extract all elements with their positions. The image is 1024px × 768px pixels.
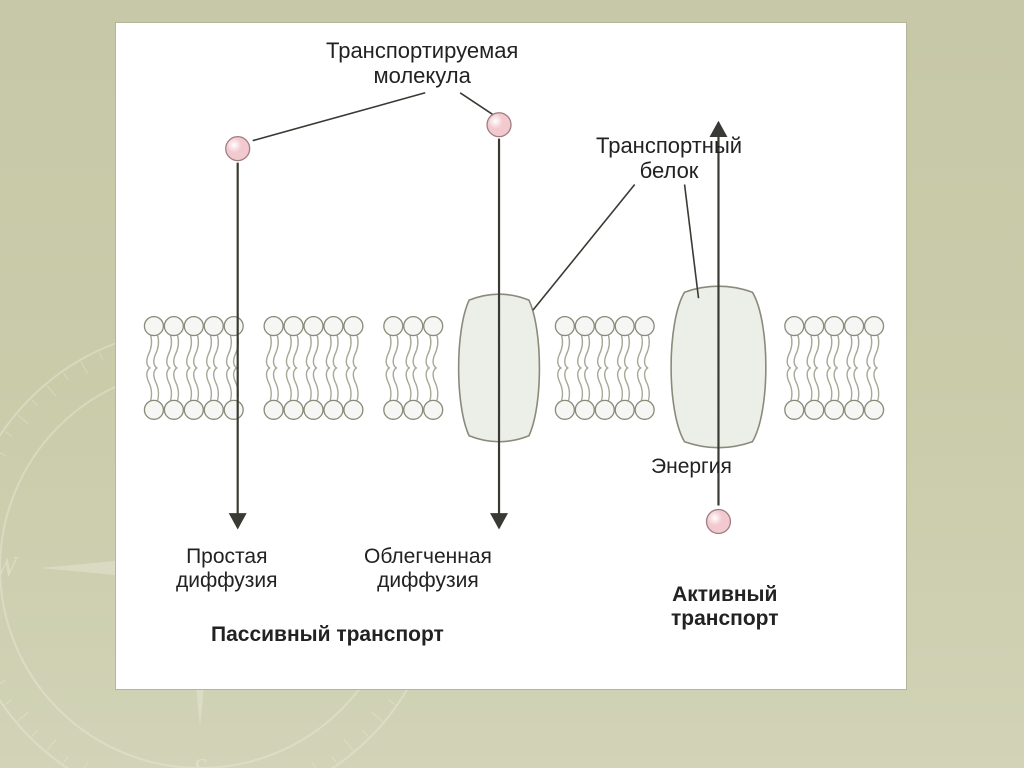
- label-transport-protein: Транспортный белок: [596, 133, 742, 184]
- svg-text:W: W: [0, 552, 19, 583]
- label-passive-transport: Пассивный транспорт: [211, 623, 444, 647]
- slide-background: N E S W Транспортируемая молекула Трансп…: [0, 0, 1024, 768]
- label-active-transport: Активный транспорт: [671, 583, 779, 631]
- label-energy: Энергия: [651, 455, 732, 479]
- label-facilitated-diffusion: Облегченная диффузия: [364, 545, 492, 593]
- label-simple-diffusion: Простая диффузия: [176, 545, 278, 593]
- label-transported-molecule: Транспортируемая молекула: [326, 38, 518, 89]
- membrane-transport-diagram: Транспортируемая молекула Транспортный б…: [115, 22, 907, 690]
- svg-text:S: S: [193, 754, 207, 768]
